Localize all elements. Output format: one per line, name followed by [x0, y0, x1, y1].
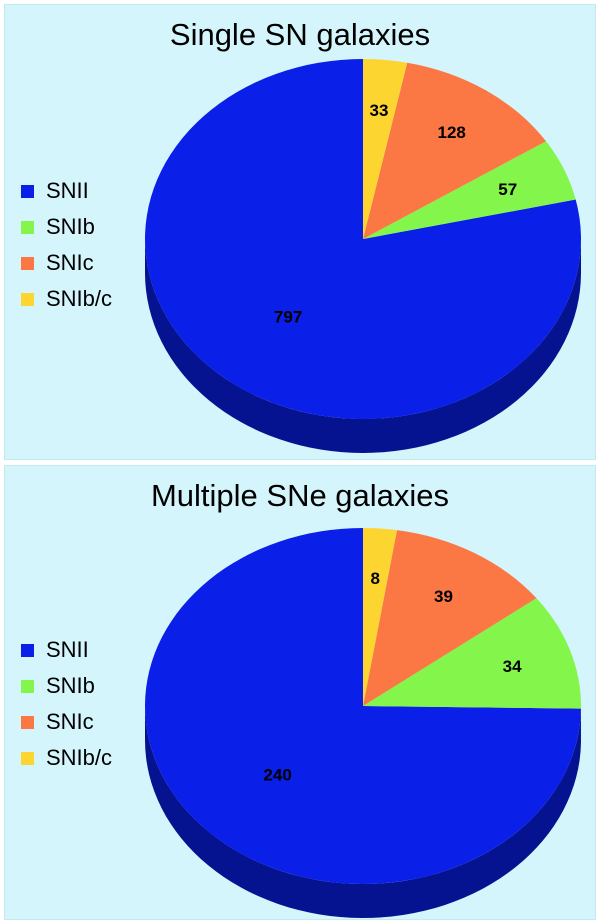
slice-snii	[144, 528, 581, 884]
chart-title: Single SN galaxies	[169, 17, 431, 52]
legend-swatch	[21, 643, 34, 657]
slice-snic-label: 128	[437, 123, 465, 142]
slice-snic	[363, 530, 537, 706]
legend-label: SNIb/c	[46, 745, 113, 770]
slice-snii-side	[145, 239, 581, 453]
legend-label: SNIc	[46, 250, 94, 275]
slice-snib	[363, 598, 581, 709]
slice-snii-label: 797	[274, 307, 302, 326]
legend-label: SNIb	[46, 214, 95, 239]
slice-snibc	[363, 528, 397, 706]
slice-snii-label: 240	[263, 766, 291, 785]
chart-panel-multiple: Multiple SNe galaxies SNII SNIb SNIc SNI…	[4, 465, 596, 920]
legend-swatch	[21, 292, 34, 306]
legend: SNII SNIb SNIc SNIb/c	[21, 173, 112, 317]
legend-item-snibc: SNIb/c	[21, 281, 112, 317]
legend-item-snic: SNIc	[21, 704, 112, 740]
legend-swatch	[21, 220, 34, 234]
chart-panel-single: Single SN galaxies SNII SNIb SNIc SNIb/c…	[4, 4, 596, 460]
legend-label: SNIb/c	[46, 286, 113, 311]
legend-label: SNIb	[46, 673, 95, 698]
chart-title: Multiple SNe galaxies	[150, 478, 450, 513]
slice-snib-label: 57	[498, 180, 517, 199]
slice-snibc-label: 33	[370, 101, 389, 120]
legend-swatch	[21, 679, 34, 693]
slice-snib-label: 34	[503, 657, 522, 676]
slice-snic	[363, 62, 547, 239]
legend-item-snii: SNII	[21, 632, 112, 668]
legend-label: SNII	[46, 637, 89, 662]
legend-item-snii: SNII	[21, 173, 112, 209]
slice-snibc	[363, 59, 408, 239]
legend-item-snibc: SNIb/c	[21, 740, 112, 776]
pie-chart: 797 57 128 33	[144, 59, 581, 453]
legend-swatch	[21, 184, 34, 198]
legend-item-snib: SNIb	[21, 209, 112, 245]
legend-swatch	[21, 256, 34, 270]
pie-chart: 240 34 39 8	[144, 528, 581, 918]
slice-snib	[363, 141, 576, 239]
legend-label: SNIc	[46, 709, 94, 734]
legend: SNII SNIb SNIc SNIb/c	[21, 632, 112, 776]
slice-snibc-label: 8	[371, 569, 380, 588]
slice-snii-side	[145, 706, 581, 918]
legend-label: SNII	[46, 178, 89, 203]
legend-swatch	[21, 751, 34, 765]
legend-item-snib: SNIb	[21, 668, 112, 704]
slice-snic-label: 39	[434, 587, 453, 606]
legend-swatch	[21, 715, 34, 729]
legend-item-snic: SNIc	[21, 245, 112, 281]
